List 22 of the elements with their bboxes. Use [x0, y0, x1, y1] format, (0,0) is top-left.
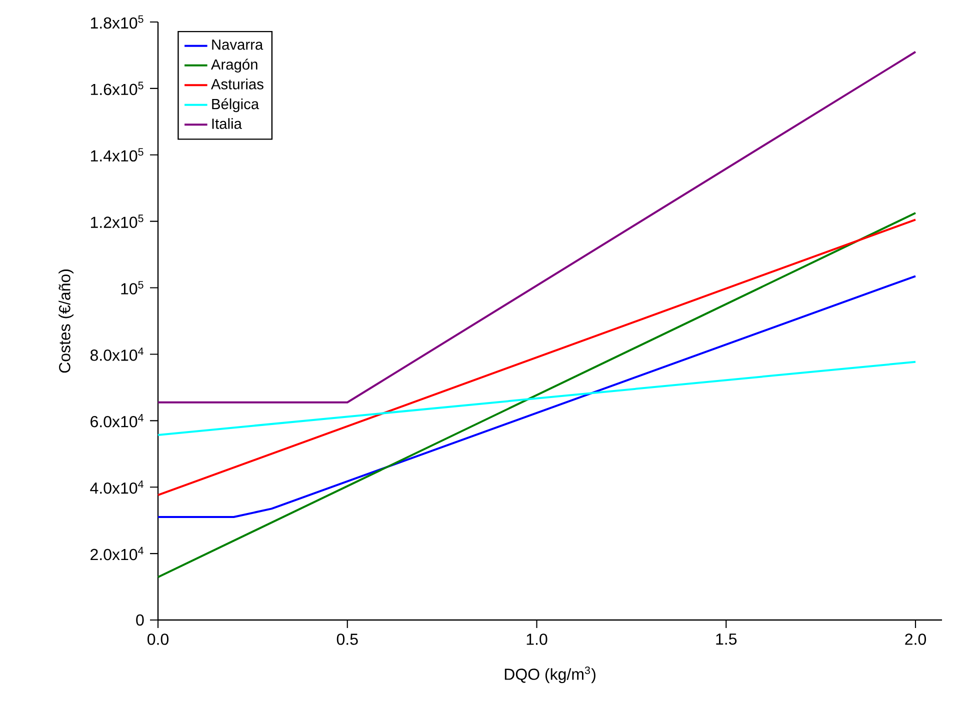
- y-tick-label: 8.0x10$^{4}$: [90, 348, 144, 361]
- legend-label: Asturias: [210, 78, 264, 90]
- y-tick-label: 1.8x10$^{5}$: [90, 15, 144, 29]
- y-tick-label: 2.0x10$^{4}$: [90, 546, 144, 560]
- y-tick-label: 0: [136, 614, 144, 626]
- x-axis-title: DQO (kg/m$^{3}$): [504, 666, 596, 684]
- y-tick-label: 1.2x10$^{5}$: [90, 214, 144, 228]
- x-tick-label: 0.5: [336, 634, 358, 645]
- legend-label: Navarra: [212, 40, 264, 50]
- y-tick-label: 10$^{5}$: [121, 281, 144, 294]
- x-tick-label: 2.0: [905, 634, 926, 645]
- y-axis-title: Costes (€/año): [58, 270, 74, 373]
- y-tick-label: 1.4x10$^{5}$: [90, 148, 144, 162]
- legend-label: Bélgica: [212, 98, 260, 112]
- x-tick-label: 1.5: [716, 634, 737, 645]
- y-tick-label: 1.6x10$^{5}$: [90, 82, 144, 96]
- y-tick-label: 4.0x10$^{4}$: [90, 480, 144, 494]
- y-tick-label: 6.0x10$^{4}$: [90, 414, 144, 428]
- legend-label: Aragón: [210, 58, 258, 73]
- x-tick-label: 0.0: [148, 634, 169, 645]
- legend-label: Italia: [212, 118, 242, 129]
- x-tick-label: 1.0: [526, 634, 548, 645]
